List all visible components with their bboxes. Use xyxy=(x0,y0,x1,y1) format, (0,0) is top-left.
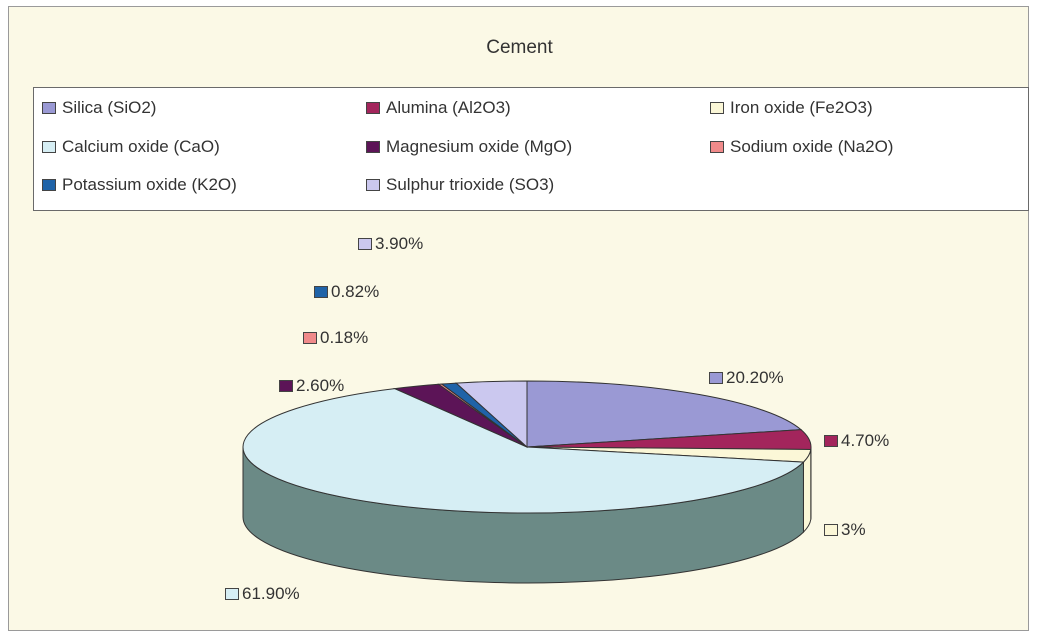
data-label-text-alumina: 4.70% xyxy=(841,431,890,450)
legend: Silica (SiO2) Alumina (Al2O3) Iron oxide… xyxy=(33,87,1029,211)
legend-entry-potassium-oxide: Potassium oxide (K2O) xyxy=(42,173,237,197)
data-label-swatch-alumina xyxy=(824,435,838,447)
legend-swatch-sodium-oxide xyxy=(710,141,724,153)
pie-slice-sulphur-trioxide xyxy=(455,380,528,449)
legend-entry-sodium-oxide: Sodium oxide (Na2O) xyxy=(710,135,893,159)
legend-swatch-silica xyxy=(42,102,56,114)
data-label-swatch-calcium-oxide xyxy=(225,588,239,600)
data-label-text-magnesium-oxide: 2.60% xyxy=(296,376,345,395)
data-label-swatch-silica xyxy=(709,372,723,384)
pie-chart xyxy=(242,380,812,584)
data-label-iron-oxide: 3% xyxy=(824,520,866,540)
data-label-text-iron-oxide: 3% xyxy=(841,520,866,539)
pie-slice-calcium-oxide xyxy=(242,388,805,514)
legend-swatch-magnesium-oxide xyxy=(366,141,380,153)
data-label-sulphur-trioxide: 3.90% xyxy=(358,234,423,254)
legend-swatch-alumina xyxy=(366,102,380,114)
legend-swatch-sulphur-trioxide xyxy=(366,179,380,191)
legend-label-iron-oxide: Iron oxide (Fe2O3) xyxy=(730,98,873,117)
data-label-sodium-oxide: 0.18% xyxy=(303,328,368,348)
data-label-alumina: 4.70% xyxy=(824,431,889,451)
data-label-calcium-oxide: 61.90% xyxy=(225,584,300,604)
legend-swatch-calcium-oxide xyxy=(42,141,56,153)
legend-label-alumina: Alumina (Al2O3) xyxy=(386,98,511,117)
legend-label-silica: Silica (SiO2) xyxy=(62,98,157,117)
legend-entry-silica: Silica (SiO2) xyxy=(42,96,156,120)
legend-entry-sulphur-trioxide: Sulphur trioxide (SO3) xyxy=(366,173,554,197)
legend-swatch-iron-oxide xyxy=(710,102,724,114)
legend-label-calcium-oxide: Calcium oxide (CaO) xyxy=(62,137,220,156)
data-label-text-calcium-oxide: 61.90% xyxy=(242,584,300,603)
data-label-text-sulphur-trioxide: 3.90% xyxy=(375,234,424,253)
legend-label-potassium-oxide: Potassium oxide (K2O) xyxy=(62,175,237,194)
legend-entry-calcium-oxide: Calcium oxide (CaO) xyxy=(42,135,220,159)
data-label-magnesium-oxide: 2.60% xyxy=(279,376,344,396)
chart-title: Cement xyxy=(486,37,553,58)
data-label-potassium-oxide: 0.82% xyxy=(314,282,379,302)
legend-entry-magnesium-oxide: Magnesium oxide (MgO) xyxy=(366,135,572,159)
legend-entry-iron-oxide: Iron oxide (Fe2O3) xyxy=(710,96,873,120)
pie-side-iron-oxide xyxy=(802,449,812,534)
legend-label-magnesium-oxide: Magnesium oxide (MgO) xyxy=(386,137,573,156)
legend-label-sulphur-trioxide: Sulphur trioxide (SO3) xyxy=(386,175,555,194)
data-label-swatch-magnesium-oxide xyxy=(279,380,293,392)
data-label-swatch-sodium-oxide xyxy=(303,332,317,344)
legend-swatch-potassium-oxide xyxy=(42,179,56,191)
pie-slice-silica xyxy=(526,380,803,448)
data-label-text-silica: 20.20% xyxy=(726,368,784,387)
legend-entry-alumina: Alumina (Al2O3) xyxy=(366,96,511,120)
data-label-swatch-iron-oxide xyxy=(824,524,838,536)
chart-area: Cement Silica (SiO2) Alumina (Al2O3) Iro… xyxy=(8,6,1029,631)
data-label-swatch-potassium-oxide xyxy=(314,286,328,298)
data-label-text-potassium-oxide: 0.82% xyxy=(331,282,380,301)
legend-label-sodium-oxide: Sodium oxide (Na2O) xyxy=(730,137,894,156)
data-label-swatch-sulphur-trioxide xyxy=(358,238,372,250)
data-label-silica: 20.20% xyxy=(709,368,784,388)
data-label-text-sodium-oxide: 0.18% xyxy=(320,328,369,347)
